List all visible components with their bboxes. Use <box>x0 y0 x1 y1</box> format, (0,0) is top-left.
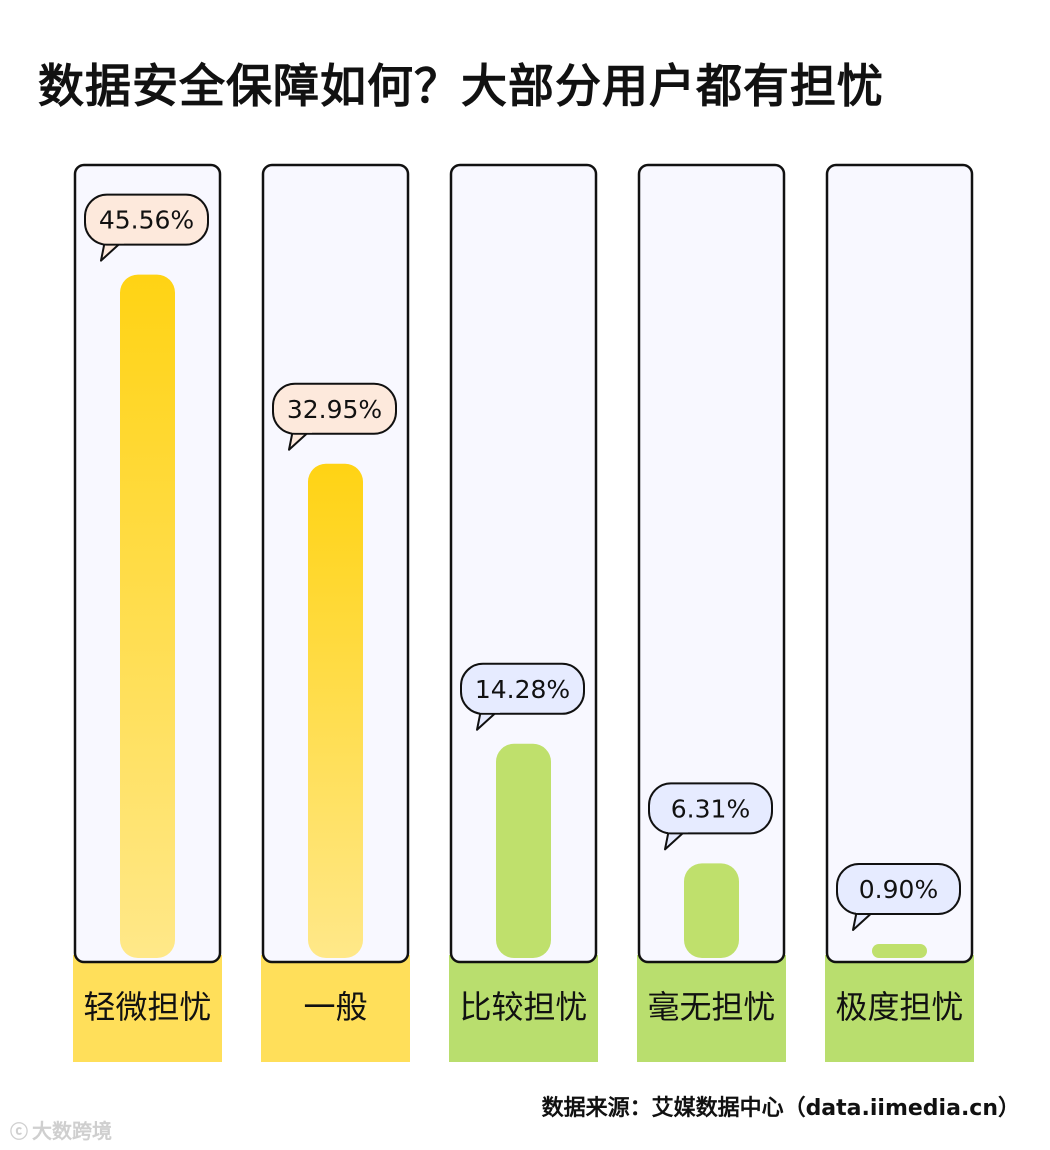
bubble-tail-mask <box>292 427 312 433</box>
data-label: 14.28% <box>475 675 570 704</box>
category-label-bg <box>449 955 598 1062</box>
bar <box>684 863 739 958</box>
category-label: 毫无担忧 <box>647 988 775 1026</box>
data-label: 6.31% <box>671 794 750 823</box>
category-label: 轻微担忧 <box>83 988 211 1026</box>
bar <box>120 274 175 959</box>
data-label: 32.95% <box>287 395 382 424</box>
watermark: ⓒ 大数跨境 <box>10 1115 112 1144</box>
category-label-bg <box>825 955 974 1062</box>
value-bubble <box>84 193 209 246</box>
data-label: 45.56% <box>99 206 194 235</box>
bubble-tail-mask <box>668 827 688 833</box>
value-bubble <box>460 662 585 715</box>
category-label: 一般 <box>303 988 367 1026</box>
bar <box>872 944 927 958</box>
bar-track-panel <box>825 163 974 964</box>
data-source: 数据来源：艾媒数据中心（data.iimedia.cn） <box>541 1096 1020 1121</box>
category-label-bg <box>73 955 222 1062</box>
bubble-tail-mask <box>480 707 500 713</box>
watermark-logo-icon: ⓒ <box>10 1122 28 1143</box>
bar <box>308 463 363 958</box>
bar-track-panel <box>637 163 786 964</box>
bar <box>496 743 551 958</box>
bar-track-panel <box>449 163 598 964</box>
category-label-bg <box>637 955 786 1062</box>
bubble-tail-mask <box>104 238 124 244</box>
watermark-text: 大数跨境 <box>32 1119 112 1143</box>
bubble-tail-mask <box>856 908 876 913</box>
category-label: 比较担忧 <box>459 988 587 1026</box>
chart-title: 数据安全保障如何？大部分用户都有担忧 <box>38 59 884 113</box>
data-label: 0.90% <box>859 875 938 904</box>
value-bubble <box>648 782 773 835</box>
category-label-bg <box>261 955 410 1062</box>
value-bubble <box>836 863 961 915</box>
category-label: 极度担忧 <box>835 988 963 1026</box>
value-bubble <box>272 382 397 435</box>
